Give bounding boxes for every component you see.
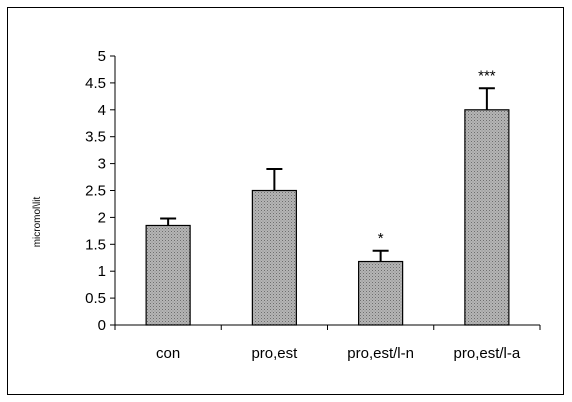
significance-label: *** (478, 67, 496, 84)
y-axis-label: micromol\lit (32, 197, 43, 248)
bar (464, 109, 510, 326)
bar (358, 260, 404, 326)
bar (145, 224, 191, 326)
y-tick-label: 3 (98, 156, 106, 173)
x-axis: con pro,est pro,est/l-n pro,est/l-a (114, 324, 541, 362)
y-tick-label: 0.5 (85, 290, 106, 307)
y-tick-label: 1.5 (85, 236, 106, 253)
category-label: pro,est/l-a (454, 345, 521, 362)
y-tick-label: 0 (98, 317, 106, 334)
y-tick-label: 1 (98, 263, 106, 280)
y-tick-label: 2 (98, 209, 106, 226)
category-label: con (156, 345, 180, 362)
y-axis: 0 0.5 1 1.5 2 2.5 3 3.5 4 4.5 5 (85, 48, 116, 334)
y-tick-label: 2.5 (85, 183, 106, 200)
category-label: pro,est (251, 345, 298, 362)
bars: **** (145, 67, 510, 326)
significance-label: * (378, 230, 384, 247)
y-tick-label: 3.5 (85, 129, 106, 146)
bar (251, 189, 297, 326)
category-label: pro,est/l-n (347, 345, 414, 362)
y-tick-label: 4 (98, 102, 106, 119)
y-tick-label: 5 (98, 48, 106, 65)
y-tick-label: 4.5 (85, 75, 106, 92)
